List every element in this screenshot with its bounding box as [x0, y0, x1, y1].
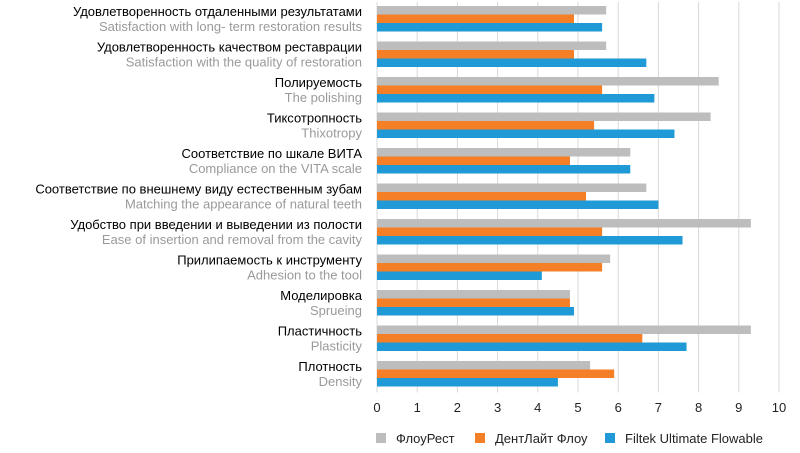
bar-s1-c8 — [377, 298, 570, 307]
category-label-ru-6: Удобство при введении и выведении из пол… — [70, 217, 362, 232]
x-tick-label-1: 1 — [414, 400, 421, 415]
category-label-en-8: Sprueing — [310, 303, 362, 318]
bar-s2-c1 — [377, 58, 647, 67]
category-label-en-4: Compliance on the VITA scale — [189, 161, 362, 176]
category-label-en-0: Satisfaction with long- term restoration… — [99, 19, 362, 34]
category-label-ru-5: Соответствие по внешнему виду естественн… — [35, 182, 362, 197]
legend-swatch-2 — [605, 433, 615, 443]
legend-swatch-1 — [475, 433, 485, 443]
bar-s2-c5 — [377, 200, 659, 209]
bar-s2-c0 — [377, 23, 603, 32]
category-label-ru-7: Прилипаемость к инструменту — [177, 253, 362, 268]
bar-s1-c4 — [377, 156, 570, 165]
category-label-en-9: Plasticity — [311, 339, 363, 354]
bar-s2-c7 — [377, 271, 542, 280]
bar-s1-c0 — [377, 14, 574, 23]
x-tick-label-6: 6 — [615, 400, 622, 415]
category-labels: Удовлетворенность отдаленными результата… — [35, 4, 362, 389]
bar-s2-c4 — [377, 165, 631, 174]
bar-s1-c3 — [377, 121, 595, 130]
legend-swatch-0 — [376, 433, 386, 443]
legend-label-2: Filtek Ultimate Flowable — [625, 431, 763, 446]
category-label-ru-10: Плотность — [298, 359, 362, 374]
x-tick-label-3: 3 — [494, 400, 501, 415]
x-tick-label-9: 9 — [735, 400, 742, 415]
category-label-en-2: The polishing — [285, 90, 362, 105]
bar-s0-c8 — [377, 290, 570, 299]
x-tick-label-2: 2 — [454, 400, 461, 415]
bar-s0-c6 — [377, 219, 751, 228]
category-label-ru-1: Удовлетворенность качеством реставрации — [97, 40, 362, 55]
x-tick-label-8: 8 — [695, 400, 702, 415]
bar-s1-c5 — [377, 192, 587, 201]
bar-s0-c1 — [377, 41, 607, 50]
bar-s0-c3 — [377, 112, 711, 121]
bar-s0-c2 — [377, 77, 719, 86]
x-tick-label-7: 7 — [655, 400, 662, 415]
category-label-ru-9: Пластичность — [278, 324, 363, 339]
bar-s1-c7 — [377, 263, 603, 272]
bar-s0-c0 — [377, 6, 607, 15]
x-axis-ticks: 0 1 2 3 4 5 6 7 8 9 10 — [373, 400, 786, 415]
bar-s0-c7 — [377, 254, 611, 263]
bar-s2-c10 — [377, 378, 558, 387]
bar-s1-c1 — [377, 50, 574, 59]
bar-s2-c2 — [377, 94, 655, 103]
x-tick-label-4: 4 — [534, 400, 541, 415]
category-label-en-1: Satisfaction with the quality of restora… — [126, 55, 362, 70]
legend-label-1: ДентЛайт Флоу — [495, 431, 588, 446]
bar-s1-c6 — [377, 227, 603, 236]
x-tick-label-0: 0 — [373, 400, 380, 415]
bar-s0-c4 — [377, 148, 631, 157]
category-label-ru-2: Полируемость — [275, 75, 362, 90]
bar-s2-c3 — [377, 129, 675, 138]
bar-s2-c8 — [377, 307, 574, 316]
bar-s1-c2 — [377, 85, 603, 94]
category-label-en-10: Density — [319, 374, 363, 389]
category-label-en-7: Adhesion to the tool — [247, 268, 362, 283]
category-label-en-6: Ease of insertion and removal from the c… — [102, 232, 363, 247]
bar-s0-c5 — [377, 183, 647, 192]
category-label-ru-3: Тиксотропность — [267, 111, 362, 126]
x-tick-label-5: 5 — [574, 400, 581, 415]
category-label-ru-4: Соответствие по шкале ВИТА — [182, 146, 363, 161]
legend: ФлоуРест ДентЛайт Флоу Filtek Ultimate Flo… — [376, 431, 763, 446]
bars — [377, 6, 751, 387]
category-label-ru-0: Удовлетворенность отдаленными результата… — [73, 4, 362, 19]
bar-s0-c10 — [377, 361, 591, 370]
bar-s1-c9 — [377, 334, 643, 343]
bar-s2-c9 — [377, 342, 687, 351]
category-label-en-3: Thixotropy — [301, 126, 362, 141]
bar-s0-c9 — [377, 325, 751, 334]
x-tick-label-10: 10 — [772, 400, 786, 415]
bar-s1-c10 — [377, 369, 615, 378]
category-label-ru-8: Моделировка — [280, 288, 362, 303]
bar-s2-c6 — [377, 236, 683, 245]
category-label-en-5: Matching the appearance of natural teeth — [125, 197, 362, 212]
legend-label-0: ФлоуРест — [396, 431, 455, 446]
